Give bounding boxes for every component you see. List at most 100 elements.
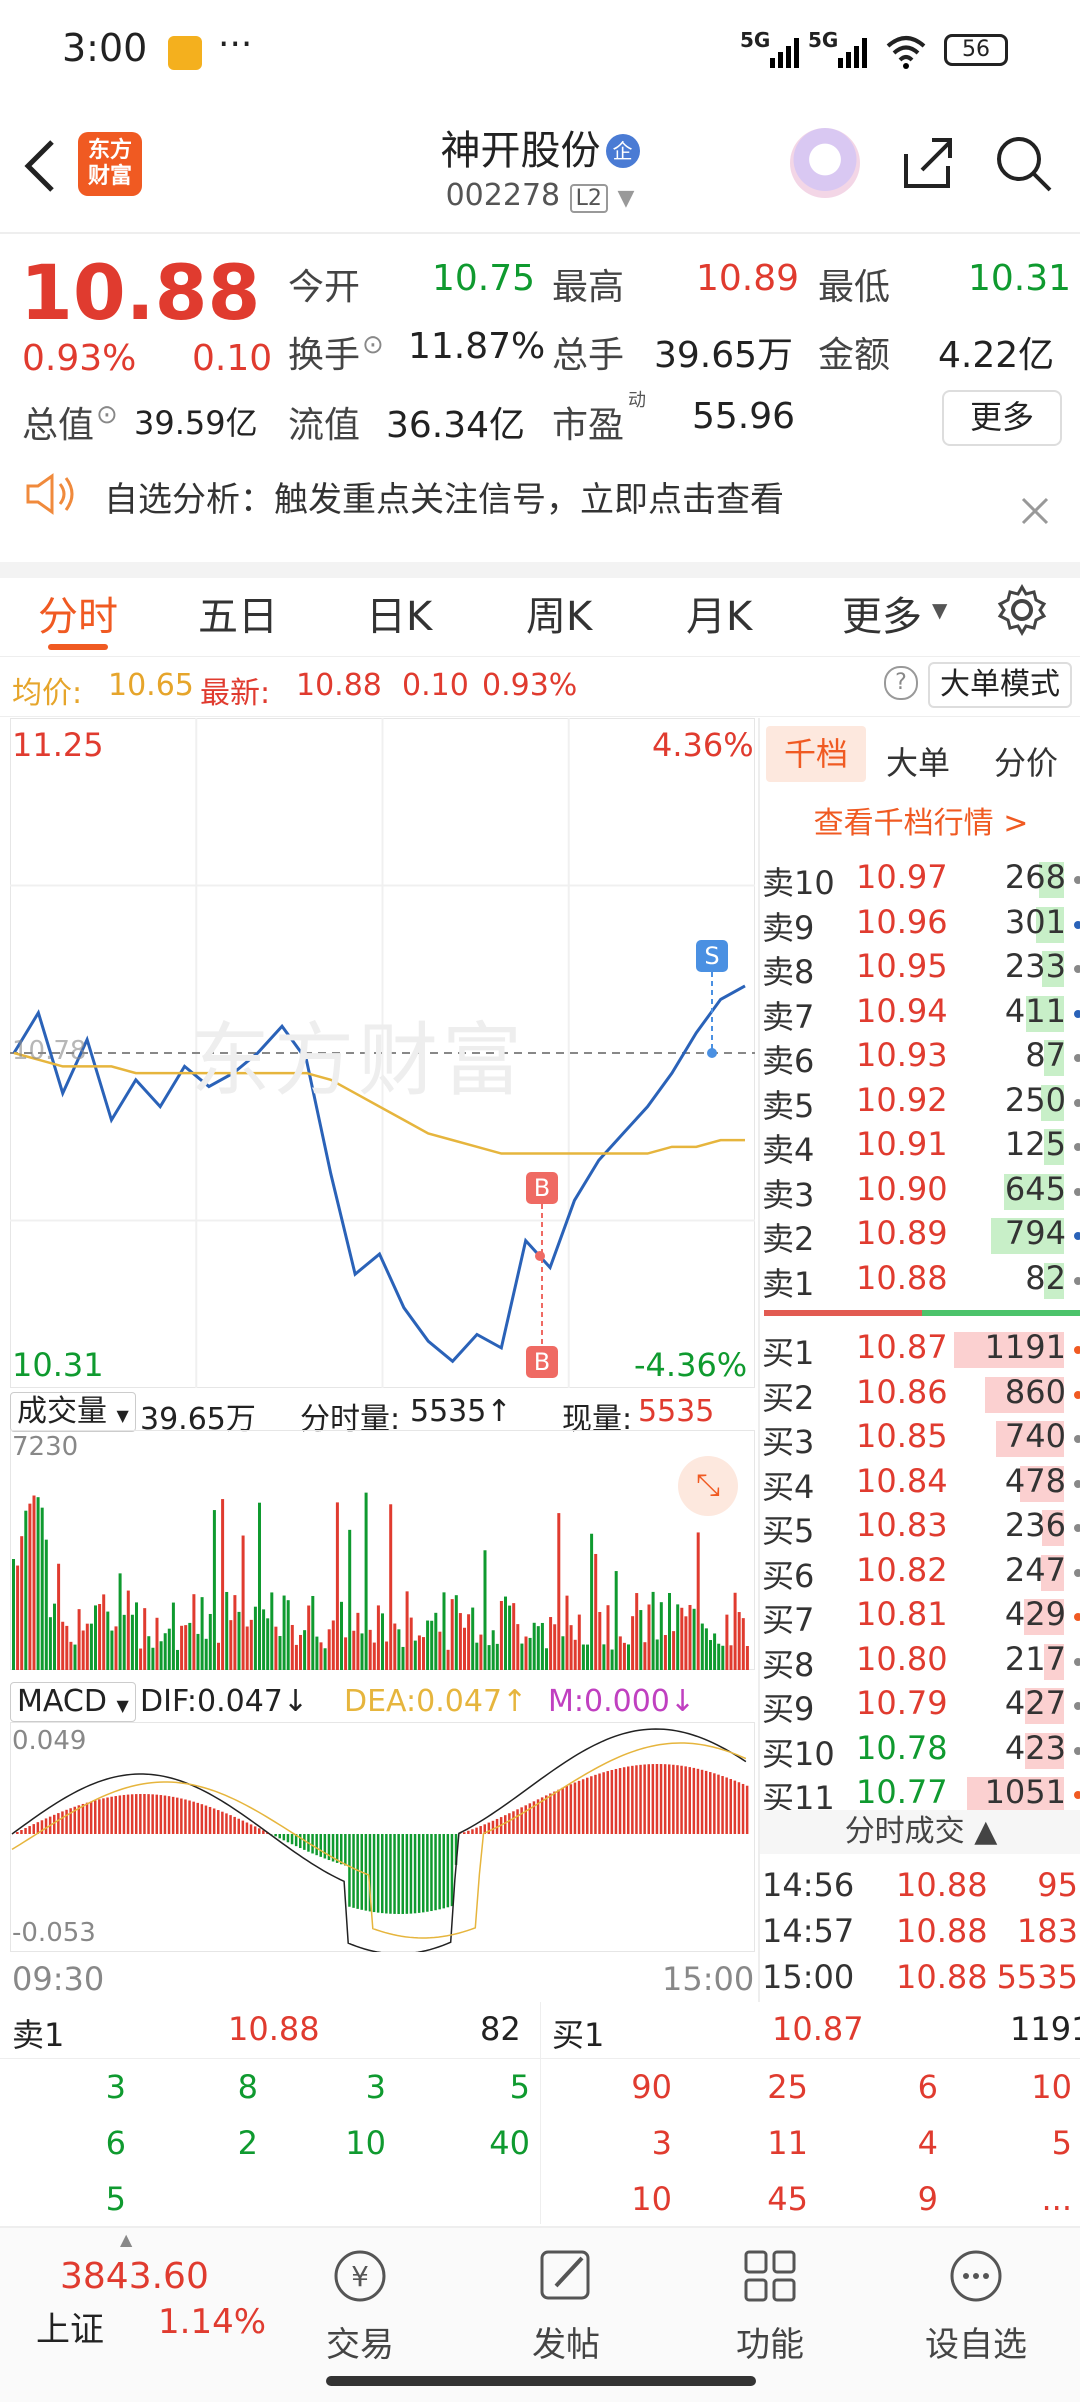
macd-bar <box>607 1771 610 1834</box>
share-icon[interactable] <box>898 134 956 192</box>
book-tab-price[interactable]: 分价 <box>994 738 1058 784</box>
volume-bar <box>607 1605 610 1670</box>
nav-post[interactable]: 发帖 <box>496 2244 636 2366</box>
bid-price: 10.79 <box>856 1684 948 1722</box>
large-order-mode-button[interactable]: 大单模式 <box>928 662 1072 708</box>
bid-dot-icon <box>1074 1524 1080 1532</box>
macd-bar <box>213 1808 216 1834</box>
gear-icon[interactable] <box>996 584 1048 636</box>
volume-bar <box>578 1615 581 1670</box>
macd-bar <box>106 1797 109 1834</box>
volume-bar <box>172 1603 175 1670</box>
tick-volume: 5535↑ <box>410 1394 511 1429</box>
buy-marker-top[interactable]: B <box>526 1172 558 1204</box>
book-depth-link[interactable]: 查看千档行情 > <box>760 798 1080 842</box>
tab-weekly-k[interactable]: 周K <box>526 584 592 642</box>
macd-bar <box>143 1794 146 1834</box>
queue-sell-cell: 8 <box>238 2068 258 2106</box>
notice-bar[interactable]: 自选分析：触发重点关注信号，立即点击查看 <box>0 462 1080 578</box>
volume-bar <box>496 1644 499 1670</box>
macd-bar <box>738 1782 741 1834</box>
volume-bar <box>406 1591 409 1670</box>
macd-bar <box>582 1779 585 1834</box>
bid-label: 买5 <box>762 1506 814 1552</box>
volume-bar <box>443 1592 446 1670</box>
help-icon[interactable]: ? <box>884 666 918 700</box>
nav-post-label: 发帖 <box>496 2317 636 2366</box>
tab-more[interactable]: 更多 <box>842 584 922 642</box>
volume-bar <box>471 1608 474 1670</box>
ask-price: 10.91 <box>856 1125 948 1163</box>
ask-qty: 301 <box>1005 903 1066 941</box>
sell-marker[interactable]: S <box>696 940 728 972</box>
ask-price: 10.95 <box>856 947 948 985</box>
trade-qty: 183 <box>1017 1912 1078 1950</box>
open-label: 今开 <box>288 258 360 310</box>
macd-chart[interactable]: 0.049 -0.053 <box>10 1722 755 1952</box>
volume-bar <box>164 1633 167 1670</box>
sell-point <box>707 1048 717 1058</box>
macd-bar <box>635 1765 638 1834</box>
macd-bar <box>402 1834 405 1914</box>
volume-bar <box>738 1612 741 1670</box>
volume-bar <box>697 1532 700 1670</box>
macd-bar <box>643 1764 646 1834</box>
volume-bar <box>709 1640 712 1670</box>
macd-bar <box>336 1834 339 1863</box>
macd-bar <box>205 1806 208 1834</box>
buy-marker-bottom[interactable]: B <box>526 1346 558 1378</box>
expand-icon[interactable]: ⤡ <box>678 1456 738 1516</box>
book-tab-depth[interactable]: 千档 <box>766 726 866 782</box>
tab-monthly-k[interactable]: 月K <box>686 584 752 642</box>
macd-bar <box>660 1764 663 1834</box>
volume-bar <box>463 1628 466 1670</box>
volume-bar <box>525 1637 528 1670</box>
macd-bar <box>250 1824 253 1834</box>
volume-bar <box>287 1600 290 1670</box>
macd-bar <box>438 1834 441 1909</box>
macd-bar <box>422 1834 425 1912</box>
nav-trade[interactable]: ¥ 交易 <box>290 2244 430 2366</box>
nav-functions[interactable]: 功能 <box>700 2244 840 2366</box>
book-tab-large[interactable]: 大单 <box>886 738 950 784</box>
bid-qty: 429 <box>1005 1595 1066 1633</box>
nav-add-watchlist[interactable]: 设自选 <box>906 2244 1046 2366</box>
macd-bar <box>410 1834 413 1914</box>
tab-daily-k[interactable]: 日K <box>366 584 432 642</box>
index-value[interactable]: 3843.60 <box>60 2256 209 2297</box>
trades-header[interactable]: 分时成交 ▲ <box>760 1810 1080 1854</box>
robot-avatar-icon[interactable] <box>790 128 860 198</box>
ask-qty: 794 <box>1005 1214 1066 1252</box>
macd-bar <box>192 1802 195 1834</box>
volume-bar <box>41 1508 44 1670</box>
volume-selector[interactable]: 成交量 ▼ <box>10 1392 136 1432</box>
queue-sell-cell: 6 <box>106 2124 126 2162</box>
macd-bar <box>443 1834 446 1908</box>
index-name[interactable]: 上证 <box>36 2302 104 2351</box>
queue-vertical-divider <box>540 2002 541 2224</box>
tab-intraday[interactable]: 分时 <box>38 584 118 642</box>
macd-bar <box>385 1834 388 1913</box>
nav-functions-label: 功能 <box>700 2317 840 2366</box>
search-icon[interactable] <box>994 134 1054 194</box>
intraday-chart[interactable]: 11.25 10.31 4.36% -4.36% 10.78 东方财富 S B … <box>10 718 755 1388</box>
bid-label: 买7 <box>762 1595 814 1641</box>
macd-bar <box>279 1834 282 1838</box>
macd-bar <box>299 1834 302 1848</box>
turnover-info-icon[interactable]: ⊙ <box>362 330 384 360</box>
mcap-info-icon[interactable]: ⊙ <box>96 400 118 430</box>
macd-bar <box>348 1834 351 1907</box>
volume-bar <box>520 1644 523 1670</box>
signal-icon-2 <box>838 38 872 68</box>
bid-qty: 217 <box>1005 1640 1066 1678</box>
volume-bar <box>627 1644 630 1670</box>
macd-selector[interactable]: MACD ▼ <box>10 1682 136 1722</box>
tab-five-day[interactable]: 五日 <box>198 584 278 642</box>
macd-bar <box>430 1834 433 1911</box>
volume-bar <box>274 1627 277 1670</box>
close-icon[interactable] <box>1020 496 1050 526</box>
trade-time: 15:00 <box>762 1958 854 1996</box>
stock-name: 神开股份 <box>440 128 600 174</box>
more-button[interactable]: 更多 <box>942 390 1062 446</box>
volume-chart[interactable]: 7230 ⤡ <box>10 1430 755 1670</box>
